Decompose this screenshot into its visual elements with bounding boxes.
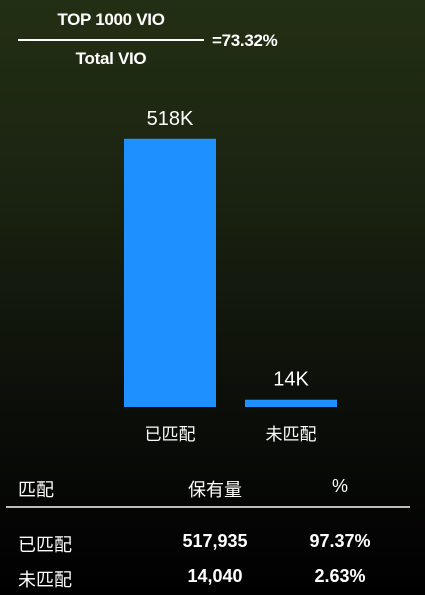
row-percent: 97.37% [309, 531, 371, 551]
ratio-formula: TOP 1000 VIO Total VIO =73.32% [16, 6, 316, 76]
header-percent: % [331, 476, 348, 496]
table-row: 已匹配 517,935 97.37% [0, 531, 425, 565]
table-header: 匹配 保有量 % [0, 468, 425, 508]
row-count: 517,935 [182, 531, 248, 551]
row-label: 未匹配 [18, 570, 72, 590]
match-table: 匹配 保有量 % 已匹配 517,935 97.37% 未匹配 14,040 2… [0, 468, 425, 595]
formula-denominator: Total VIO [75, 49, 147, 68]
category-label-unmatched: 未匹配 [266, 425, 317, 444]
bar-unmatched[interactable] [245, 399, 337, 407]
header-match: 匹配 [18, 480, 54, 500]
table-row: 未匹配 14,040 2.63% [0, 566, 425, 595]
formula-numerator: TOP 1000 VIO [57, 10, 165, 29]
row-percent: 2.63% [314, 566, 366, 586]
bar-chart: 518K 14K 已匹配 未匹配 [124, 108, 337, 444]
data-label-unmatched: 14K [273, 369, 309, 391]
fraction-bar [18, 39, 204, 41]
row-count: 14,040 [187, 566, 243, 586]
data-label-matched: 518K [147, 108, 194, 130]
category-label-matched: 已匹配 [145, 425, 196, 444]
header-divider [6, 506, 410, 508]
row-label: 已匹配 [18, 535, 72, 555]
bar-matched[interactable] [124, 138, 216, 407]
header-count: 保有量 [188, 480, 242, 500]
formula-result: =73.32% [212, 31, 278, 50]
